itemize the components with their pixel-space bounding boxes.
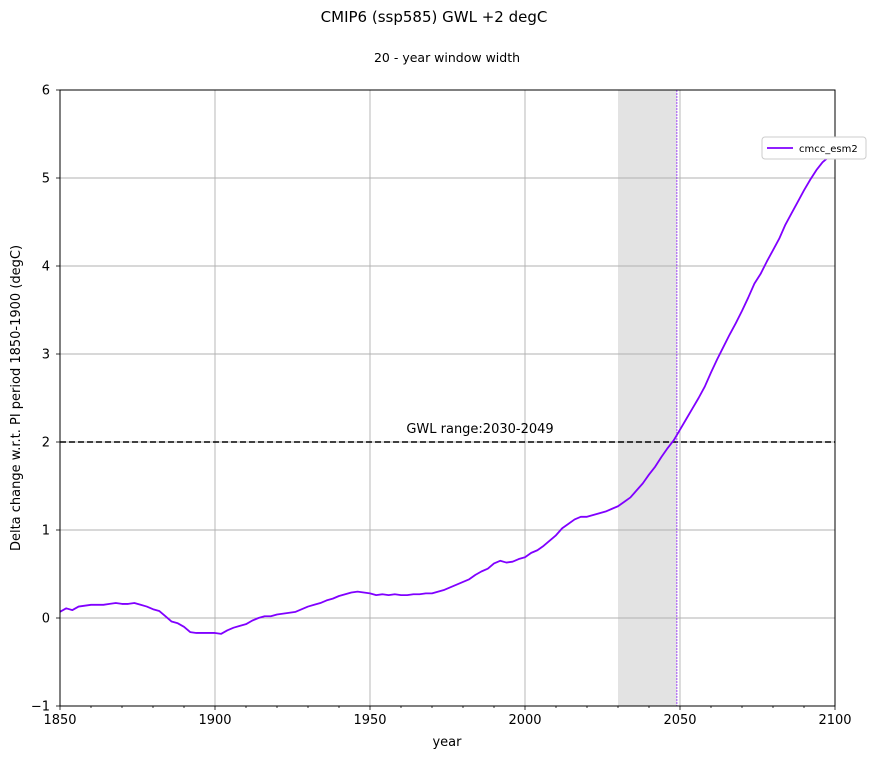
x-tick-label: 2000 <box>508 713 541 728</box>
y-tick-label: 0 <box>42 612 50 627</box>
x-tick-label: 1900 <box>198 713 231 728</box>
chart-subtitle: 20 - year window width <box>374 50 520 65</box>
y-tick-label: −1 <box>31 700 50 715</box>
y-tick-label: 6 <box>42 84 50 99</box>
x-tick-label: 2050 <box>663 713 696 728</box>
y-tick-label: 5 <box>42 172 50 187</box>
plot-area-frame <box>59 89 836 707</box>
chart-title: CMIP6 (ssp585) GWL +2 degC <box>321 8 548 26</box>
y-tick-label: 3 <box>42 348 50 363</box>
x-axis-ticks: 1850 1900 1950 2000 2050 2100 <box>43 706 852 728</box>
gwl-range-label: GWL range:2030-2049 <box>406 422 553 437</box>
x-tick-label: 2100 <box>818 713 851 728</box>
y-tick-label: 1 <box>42 524 50 539</box>
grid-layer <box>59 89 836 707</box>
gwl-window-layer <box>618 90 677 706</box>
x-axis-label: year <box>432 735 462 750</box>
series-layer <box>59 90 836 706</box>
legend-box <box>761 136 867 160</box>
legend: cmcc_esm2 <box>761 136 867 160</box>
x-tick-label: 1950 <box>353 713 386 728</box>
y-tick-label: 4 <box>42 260 50 275</box>
gwl-window-shade <box>618 90 677 706</box>
y-tick-label: 2 <box>42 436 50 451</box>
y-axis-label: Delta change w.r.t. PI period 1850-1900 … <box>9 245 24 551</box>
legend-label-cmcc-esm2: cmcc_esm2 <box>799 144 858 155</box>
series-line-cmcc-esm2 <box>59 150 836 635</box>
y-axis-ticks: −1 0 1 2 3 4 5 6 <box>31 84 60 715</box>
x-tick-label: 1850 <box>43 713 76 728</box>
